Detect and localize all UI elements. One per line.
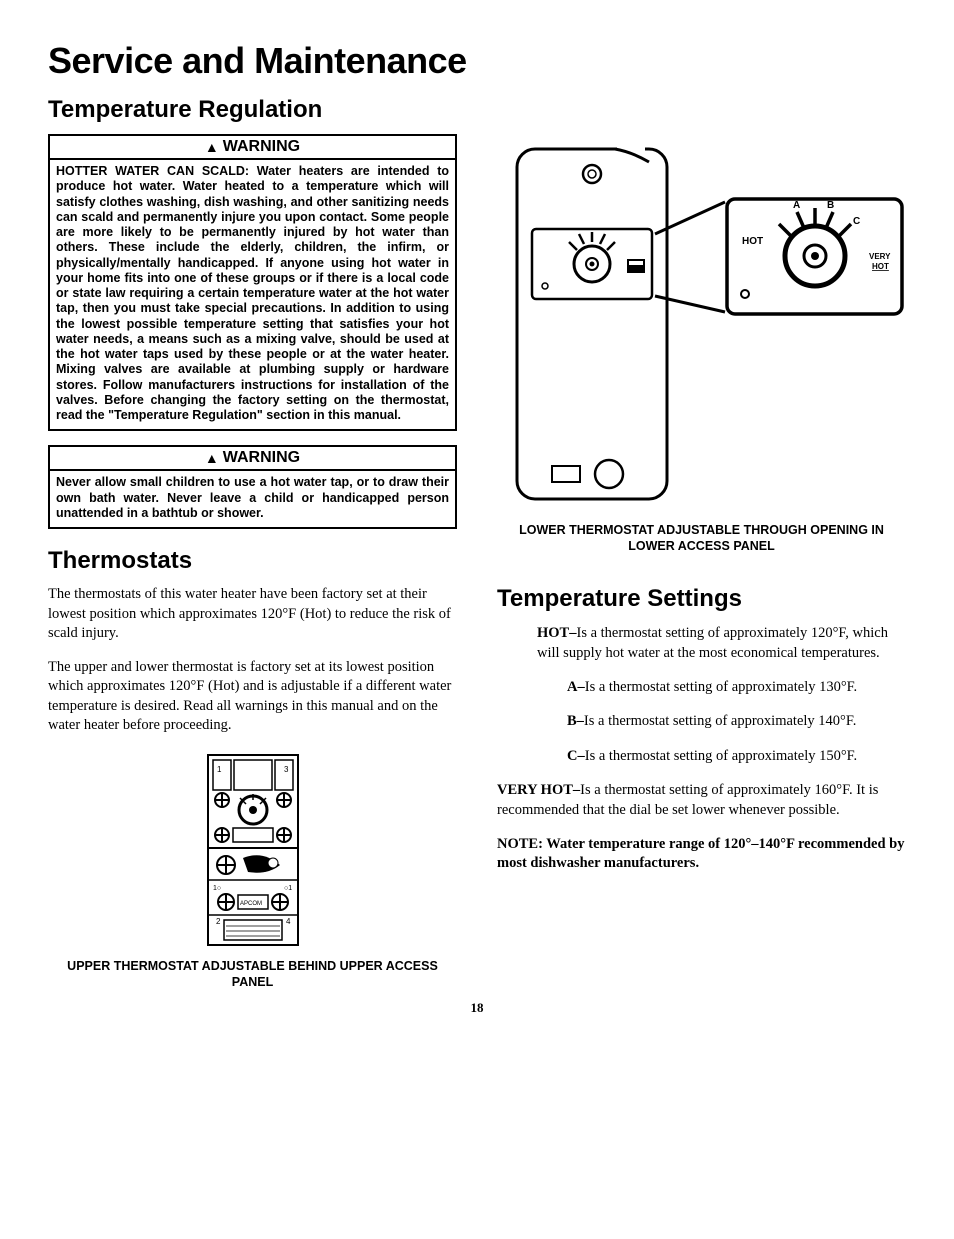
warning-body-children: Never allow small children to use a hot … bbox=[50, 471, 455, 527]
section-heading-temperature-regulation: Temperature Regulation bbox=[48, 96, 906, 124]
svg-text:2: 2 bbox=[216, 917, 221, 926]
warning-triangle-icon: ▲ bbox=[205, 140, 219, 154]
thermostats-paragraph-1: The thermostats of this water heater hav… bbox=[48, 585, 457, 644]
section-heading-temperature-settings: Temperature Settings bbox=[497, 585, 906, 613]
setting-c-text: Is a thermostat setting of approximately… bbox=[585, 748, 857, 764]
warning-box-children: ▲ WARNING Never allow small children to … bbox=[48, 445, 457, 529]
svg-text:3: 3 bbox=[284, 765, 289, 774]
svg-text:○1: ○1 bbox=[284, 885, 292, 892]
section-heading-thermostats: Thermostats bbox=[48, 547, 457, 575]
setting-a-label: A– bbox=[567, 679, 585, 695]
svg-text:B: B bbox=[827, 200, 834, 211]
setting-hot-label: HOT– bbox=[537, 625, 576, 641]
warning-header: ▲ WARNING bbox=[50, 136, 455, 160]
note-dishwasher-range: NOTE: Water temperature range of 120°–14… bbox=[497, 835, 906, 874]
page-title: Service and Maintenance bbox=[48, 40, 906, 82]
thermostats-paragraph-2: The upper and lower thermostat is factor… bbox=[48, 658, 457, 736]
setting-b: B–Is a thermostat setting of approximate… bbox=[497, 711, 906, 731]
warning-header: ▲ WARNING bbox=[50, 447, 455, 471]
temperature-settings-list: HOT–Is a thermostat setting of approxima… bbox=[497, 623, 906, 821]
upper-thermostat-caption: UPPER THERMOSTAT ADJUSTABLE BEHIND UPPER… bbox=[48, 958, 457, 991]
setting-very-hot-label: VERY HOT– bbox=[497, 782, 580, 798]
setting-b-text: Is a thermostat setting of approximately… bbox=[584, 713, 856, 729]
svg-text:APCOM: APCOM bbox=[240, 901, 262, 907]
setting-a: A–Is a thermostat setting of approximate… bbox=[497, 677, 906, 697]
lower-thermostat-diagram: A B C HOT VERY HOT bbox=[497, 134, 907, 514]
warning-box-scald: ▲ WARNING HOTTER WATER CAN SCALD: Water … bbox=[48, 134, 457, 431]
svg-text:A: A bbox=[793, 200, 800, 211]
left-column: ▲ WARNING HOTTER WATER CAN SCALD: Water … bbox=[48, 134, 457, 990]
svg-text:HOT: HOT bbox=[742, 236, 763, 247]
setting-a-text: Is a thermostat setting of approximately… bbox=[585, 679, 857, 695]
setting-c-label: C– bbox=[567, 748, 585, 764]
svg-text:4: 4 bbox=[286, 917, 291, 926]
warning-body-scald: HOTTER WATER CAN SCALD: Water heaters ar… bbox=[50, 160, 455, 429]
upper-thermostat-diagram: 1 3 bbox=[188, 750, 318, 950]
setting-b-label: B– bbox=[567, 713, 584, 729]
svg-text:1○: 1○ bbox=[213, 885, 221, 892]
setting-very-hot: VERY HOT–Is a thermostat setting of appr… bbox=[497, 780, 906, 821]
setting-hot-text: Is a thermostat setting of approximately… bbox=[537, 625, 888, 661]
setting-c: C–Is a thermostat setting of approximate… bbox=[497, 746, 906, 766]
svg-text:VERY: VERY bbox=[869, 252, 891, 261]
svg-text:HOT: HOT bbox=[872, 262, 889, 271]
lower-thermostat-caption: LOWER THERMOSTAT ADJUSTABLE THROUGH OPEN… bbox=[497, 522, 906, 555]
warning-label: WARNING bbox=[223, 449, 300, 467]
right-column: A B C HOT VERY HOT LOWER THERMOSTAT ADJU… bbox=[497, 134, 906, 990]
setting-hot: HOT–Is a thermostat setting of approxima… bbox=[497, 623, 906, 664]
warning-triangle-icon: ▲ bbox=[205, 451, 219, 465]
svg-text:C: C bbox=[853, 216, 860, 227]
page-number: 18 bbox=[48, 1000, 906, 1016]
svg-text:1: 1 bbox=[217, 765, 222, 774]
warning-label: WARNING bbox=[223, 138, 300, 156]
